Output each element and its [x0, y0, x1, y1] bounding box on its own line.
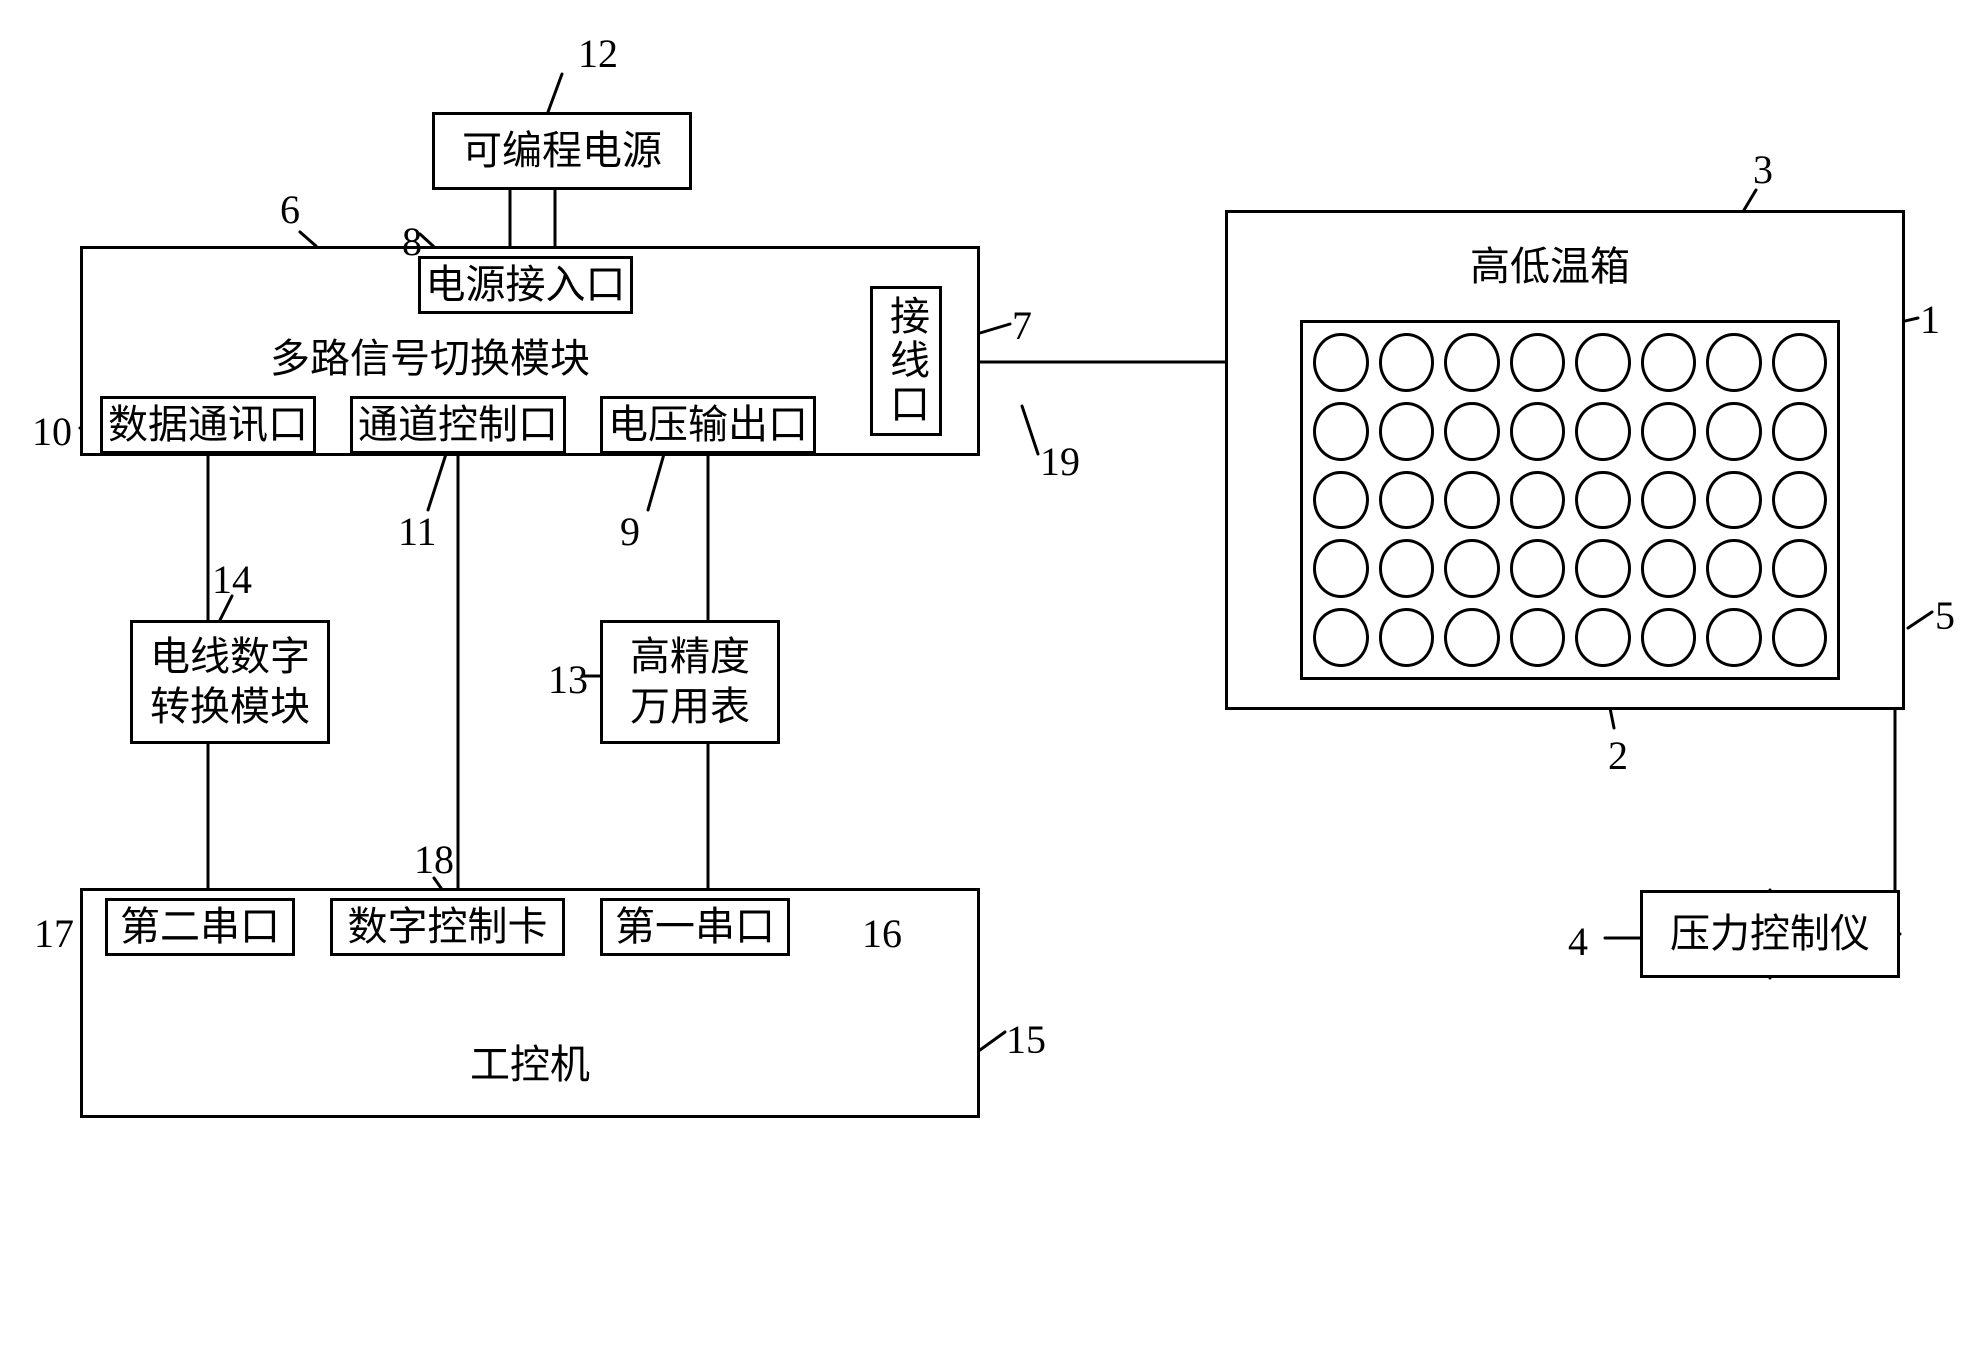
- label-ipc-title: 工控机: [470, 1032, 590, 1090]
- num-6: 6: [280, 186, 300, 233]
- label-switch-module-title: 多路信号切换模块: [270, 326, 590, 384]
- box-wire-conv: 电线数字转换模块: [130, 620, 330, 744]
- num-8: 8: [402, 218, 422, 265]
- box-chan-ctrl: 通道控制口: [350, 396, 566, 454]
- wire: [1908, 612, 1932, 628]
- diagram-stage: 可编程电源 电源接入口 接线口 数据通讯口 通道控制口 电压输出口 电线数字转换…: [0, 0, 1965, 1345]
- sensor-panel: [1300, 320, 1840, 680]
- box-data-comm-label: 数据通讯口: [108, 400, 308, 450]
- box-dig-ctrl: 数字控制卡: [330, 898, 565, 956]
- box-prog-power: 可编程电源: [432, 112, 692, 190]
- box-data-comm: 数据通讯口: [100, 396, 316, 454]
- num-2: 2: [1608, 732, 1628, 779]
- wire: [300, 232, 316, 246]
- box-volt-out: 电压输出口: [600, 396, 816, 454]
- num-18: 18: [414, 836, 454, 883]
- num-4: 4: [1568, 918, 1588, 965]
- wire: [1744, 190, 1756, 210]
- sensor-circle: [1313, 402, 1369, 461]
- sensor-circle: [1444, 471, 1500, 530]
- sensor-circle: [1575, 333, 1631, 392]
- box-wiring-port: 接线口: [870, 286, 942, 436]
- box-multimeter: 高精度万用表: [600, 620, 780, 744]
- box-prog-power-label: 可编程电源: [462, 126, 662, 176]
- num-11: 11: [398, 508, 437, 555]
- box-wire-conv-label: 电线数字转换模块: [150, 632, 310, 732]
- sensor-circle: [1510, 402, 1566, 461]
- box-power-inlet: 电源接入口: [418, 256, 633, 314]
- sensor-circle: [1379, 402, 1435, 461]
- num-9: 9: [620, 508, 640, 555]
- wire: [428, 454, 446, 510]
- sensor-circle: [1706, 402, 1762, 461]
- sensor-circle: [1641, 402, 1697, 461]
- sensor-circle: [1379, 608, 1435, 667]
- sensor-circle: [1510, 608, 1566, 667]
- sensor-circle: [1772, 608, 1828, 667]
- sensor-circle: [1444, 333, 1500, 392]
- box-volt-out-label: 电压输出口: [608, 400, 808, 450]
- box-press-ctrl-label: 压力控制仪: [1670, 909, 1870, 959]
- sensor-circle: [1444, 539, 1500, 598]
- sensor-circle: [1706, 333, 1762, 392]
- sensor-circle: [1313, 608, 1369, 667]
- sensor-circle: [1575, 402, 1631, 461]
- sensor-circle: [1510, 471, 1566, 530]
- box-serial1-label: 第一串口: [615, 902, 775, 952]
- sensor-circle: [1379, 471, 1435, 530]
- sensor-circle: [1313, 539, 1369, 598]
- box-dig-ctrl-label: 数字控制卡: [348, 902, 548, 952]
- sensor-circle: [1706, 539, 1762, 598]
- sensor-circle: [1444, 402, 1500, 461]
- num-19: 19: [1040, 438, 1080, 485]
- box-serial2-label: 第二串口: [120, 902, 280, 952]
- num-12: 12: [578, 30, 618, 77]
- sensor-circle: [1575, 539, 1631, 598]
- num-16: 16: [862, 910, 902, 957]
- box-serial1: 第一串口: [600, 898, 790, 956]
- sensor-circle: [1575, 471, 1631, 530]
- num-3: 3: [1753, 146, 1773, 193]
- sensor-circle: [1379, 333, 1435, 392]
- label-thermo-title: 高低温箱: [1470, 234, 1630, 292]
- sensor-circle: [1313, 471, 1369, 530]
- sensor-circle: [1641, 539, 1697, 598]
- num-1: 1: [1920, 296, 1940, 343]
- sensor-circle: [1641, 608, 1697, 667]
- box-serial2: 第二串口: [105, 898, 295, 956]
- sensor-circle: [1706, 608, 1762, 667]
- box-press-ctrl: 压力控制仪: [1640, 890, 1900, 978]
- sensor-circle: [1641, 471, 1697, 530]
- sensor-circle: [1444, 608, 1500, 667]
- sensor-circle: [1772, 333, 1828, 392]
- num-5: 5: [1935, 592, 1955, 639]
- sensor-circle: [1641, 333, 1697, 392]
- box-multimeter-label: 高精度万用表: [630, 632, 750, 732]
- sensor-circle: [1772, 539, 1828, 598]
- sensor-circle: [1313, 333, 1369, 392]
- wire: [1022, 406, 1038, 454]
- num-14: 14: [212, 556, 252, 603]
- box-wiring-port-label: 接线口: [881, 295, 931, 427]
- box-power-inlet-label: 电源接入口: [426, 260, 626, 310]
- num-13: 13: [548, 656, 588, 703]
- num-7: 7: [1012, 302, 1032, 349]
- num-17: 17: [34, 910, 74, 957]
- sensor-circle: [1772, 471, 1828, 530]
- box-chan-ctrl-label: 通道控制口: [358, 400, 558, 450]
- sensor-circle: [1510, 333, 1566, 392]
- wire: [548, 74, 562, 112]
- sensor-circle: [1510, 539, 1566, 598]
- sensor-circle: [1772, 402, 1828, 461]
- wire: [648, 454, 664, 510]
- sensor-circle: [1575, 608, 1631, 667]
- sensor-circle: [1706, 471, 1762, 530]
- num-10: 10: [32, 408, 72, 455]
- num-15: 15: [1006, 1016, 1046, 1063]
- sensor-circle: [1379, 539, 1435, 598]
- wire: [980, 1032, 1005, 1050]
